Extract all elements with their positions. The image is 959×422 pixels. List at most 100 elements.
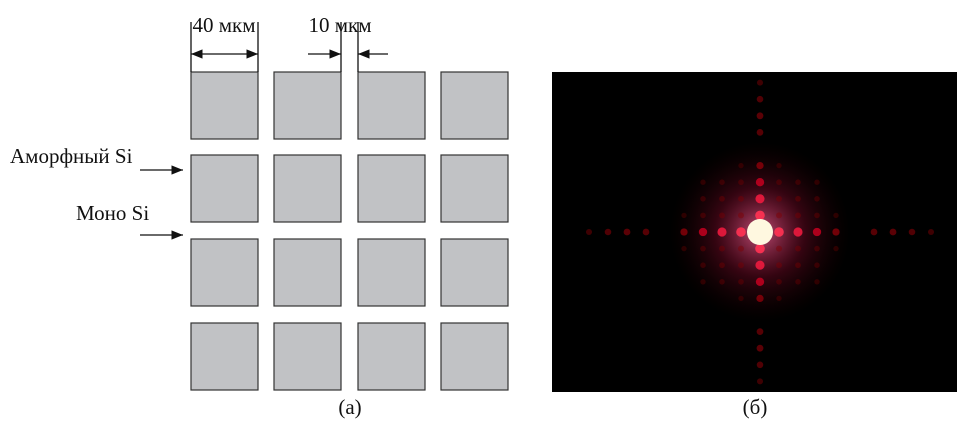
pixel [274,72,341,139]
spot [776,262,782,268]
spot [756,295,763,302]
period-label: 40 мкм [192,13,255,37]
spot [795,196,801,202]
figure: 40 мкм 10 мкм Аморфный Si Моно Si (а) (б… [0,0,959,422]
spot [795,246,801,252]
pixel [274,155,341,222]
spot [776,163,781,168]
spot [814,279,819,284]
caption: (а) [338,395,361,419]
spot [814,180,819,185]
spot [624,229,631,236]
spot [736,227,746,237]
spot [871,229,878,236]
spot [795,179,801,185]
pixel [191,323,258,390]
spot [814,262,820,268]
spot [738,262,744,268]
spot [776,246,782,252]
spot [757,378,763,384]
spot [680,228,687,235]
spot [795,279,801,285]
spot [719,196,725,202]
spot [814,196,820,202]
spot [756,178,764,186]
spot [700,213,706,219]
pixel [191,72,258,139]
spot [757,112,764,119]
pixel-grid [191,72,508,390]
spot [756,162,763,169]
spot [833,213,838,218]
spot [643,229,650,236]
caption: (б) [743,395,768,419]
spot [813,228,821,236]
spot [738,279,744,285]
spot [776,279,782,285]
spot [757,328,764,335]
spot [795,262,801,268]
gap-label: 10 мкм [308,13,371,37]
spot [700,196,706,202]
spot [738,196,744,202]
spot [793,227,802,236]
pixel [274,239,341,306]
spot [755,244,765,254]
spot [738,179,744,185]
page: 40 мкм 10 мкм Аморфный Si Моно Si (а) (б… [0,0,959,422]
spot [909,229,916,236]
spot [700,279,705,284]
spot [755,211,765,221]
spot [586,229,592,235]
pixel [274,323,341,390]
spot [700,262,706,268]
spot [814,246,820,252]
spot [757,345,764,352]
pixel [358,323,425,390]
spot [700,180,705,185]
amorphous-label: Аморфный Si [10,144,133,168]
spot [757,362,764,369]
spot [757,80,763,86]
spot [774,227,784,237]
spot [755,194,764,203]
spot [832,228,839,235]
spot [776,212,782,218]
spot [755,261,764,270]
central-spot [747,219,773,245]
spot [814,213,820,219]
spot [795,212,801,218]
spot [738,163,743,168]
spot [719,279,725,285]
pixel [358,239,425,306]
pixel [441,239,508,306]
spot [719,246,725,252]
spot [757,96,764,103]
spot [681,213,686,218]
spot [756,278,764,286]
spot [833,246,838,251]
pixel [441,72,508,139]
spot [719,179,725,185]
spot [700,246,706,252]
spot [890,229,897,236]
pixel [191,155,258,222]
spot [717,227,726,236]
pixel [358,155,425,222]
spot [681,246,686,251]
spot [928,229,934,235]
pixel [191,239,258,306]
spot [719,262,725,268]
spot [699,228,707,236]
spot [605,229,612,236]
spot [776,179,782,185]
spot [776,196,782,202]
spot [757,129,764,136]
spot [738,212,744,218]
pixel [441,155,508,222]
spot [738,296,743,301]
mono-label: Моно Si [76,201,149,225]
pixel [441,323,508,390]
spot [738,246,744,252]
pixel [358,72,425,139]
